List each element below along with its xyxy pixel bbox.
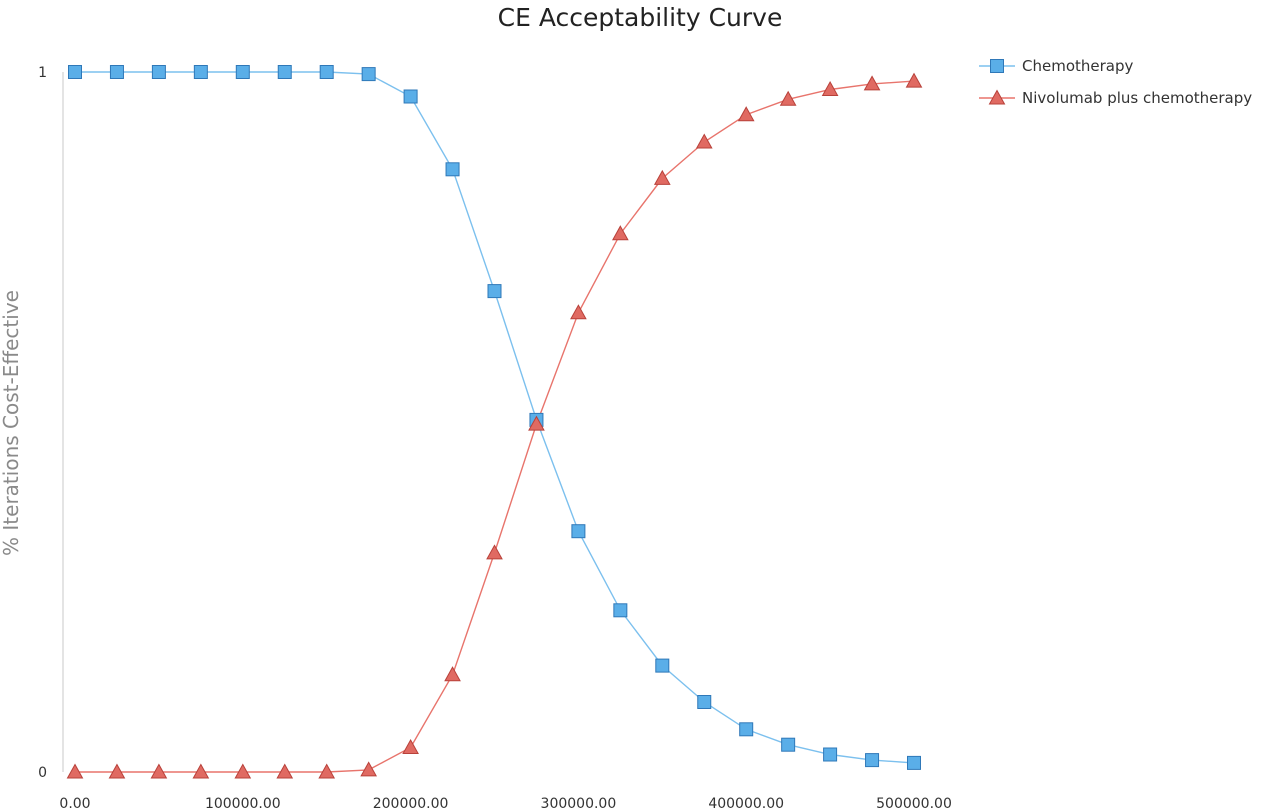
series-1-point xyxy=(235,65,250,79)
legend-label-1: Chemotherapy xyxy=(1022,57,1133,75)
series-2-point xyxy=(234,763,252,779)
series-2-point xyxy=(276,763,294,779)
series-2-point xyxy=(444,666,461,682)
x-tick-label: 300000.00 xyxy=(541,796,617,812)
legend-marker-1 xyxy=(990,59,1004,73)
series-group xyxy=(66,65,923,779)
series-2-point xyxy=(486,544,503,560)
x-tick-label: 0.00 xyxy=(59,796,90,812)
x-tick-label: 200000.00 xyxy=(373,796,449,812)
series-1-point xyxy=(403,89,418,104)
series-2-point xyxy=(653,169,671,185)
y-tick-label: 1 xyxy=(38,65,47,81)
legend-marker-2 xyxy=(988,89,1006,105)
series-2-point xyxy=(108,763,126,779)
series-2-point xyxy=(737,106,755,122)
series-2-point xyxy=(402,738,419,754)
series-2-point xyxy=(66,763,84,779)
series-1-point xyxy=(655,658,670,673)
legend-label-2: Nivolumab plus chemotherapy xyxy=(1022,89,1252,107)
series-1-point xyxy=(445,162,460,177)
series-1-point xyxy=(277,65,292,79)
series-1-point xyxy=(68,65,82,79)
series-1-point xyxy=(109,65,124,79)
x-tick-label: 500000.00 xyxy=(876,796,952,812)
series-2-point xyxy=(570,304,587,320)
series-2-point xyxy=(318,763,336,779)
series-1-point xyxy=(781,737,796,752)
series-1-point xyxy=(907,755,921,770)
legend: Chemotherapy Nivolumab plus chemotherapy xyxy=(979,57,1252,107)
series-1-point xyxy=(613,603,628,618)
series-1-point xyxy=(823,747,838,762)
series-1-point xyxy=(487,284,502,299)
chart-title: CE Acceptability Curve xyxy=(498,3,783,32)
series-2-point xyxy=(821,80,839,96)
x-tick-label: 100000.00 xyxy=(205,796,281,812)
series-2-point xyxy=(528,415,545,431)
series-2-point xyxy=(612,225,629,241)
series-1-point xyxy=(319,65,334,79)
x-tick-labels: 0.00 100000.00 200000.00 300000.00 400000.00… xyxy=(59,796,951,812)
series-2-point xyxy=(150,763,168,779)
x-tick-label: 400000.00 xyxy=(708,796,784,812)
y-tick-label: 0 xyxy=(38,765,47,781)
series-1-point xyxy=(361,67,376,82)
series-2-point xyxy=(863,75,881,91)
series-1-point xyxy=(571,524,586,539)
series-2-point xyxy=(192,763,210,779)
series-1-point xyxy=(865,753,880,768)
series-2-point xyxy=(905,72,923,88)
series-1-point xyxy=(739,722,754,737)
series-1-point xyxy=(697,695,712,709)
series-2-point xyxy=(360,761,377,777)
y-axis-label: % Iterations Cost-Effective xyxy=(0,290,23,556)
series-line-1 xyxy=(75,71,915,764)
series-line-2 xyxy=(75,80,915,773)
series-1-point xyxy=(193,65,208,79)
y-tick-labels: 01 xyxy=(38,65,47,781)
series-2-point xyxy=(695,133,713,149)
series-1-point xyxy=(151,65,166,79)
series-2-point xyxy=(779,90,797,106)
